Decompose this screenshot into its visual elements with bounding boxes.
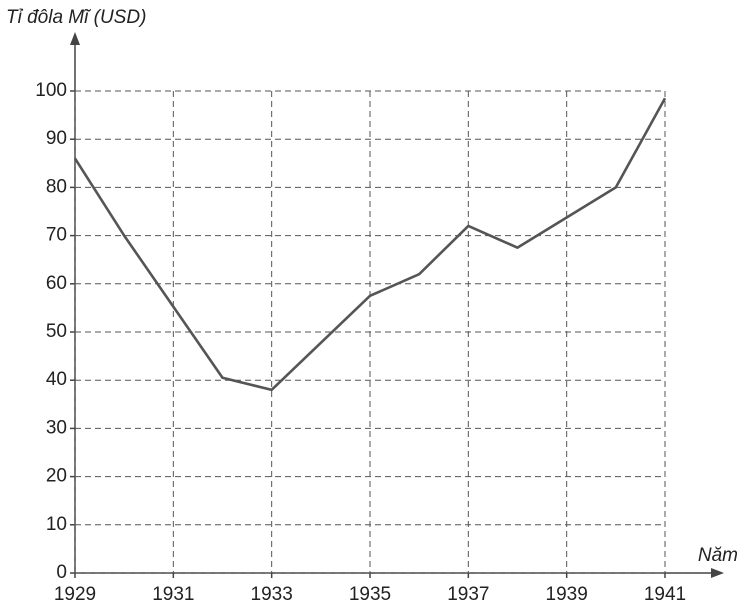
x-axis-arrow bbox=[711, 568, 724, 578]
x-tick-label: 1933 bbox=[251, 584, 293, 605]
x-tick-label: 1939 bbox=[546, 584, 588, 605]
y-tick-label: 80 bbox=[46, 176, 67, 197]
data-line bbox=[73, 97, 667, 392]
y-tick-label: 60 bbox=[46, 273, 67, 294]
y-tick-label: 100 bbox=[35, 80, 67, 101]
x-tick-label: 1929 bbox=[54, 584, 96, 605]
y-tick-label: 70 bbox=[46, 225, 67, 246]
y-tick-label: 40 bbox=[46, 369, 67, 390]
x-tick-label: 1935 bbox=[349, 584, 391, 605]
x-tick-label: 1937 bbox=[447, 584, 489, 605]
x-axis-label: Năm bbox=[698, 545, 738, 566]
y-axis-label: Tỉ đôla Mĩ (USD) bbox=[6, 7, 146, 28]
y-tick-label: 0 bbox=[56, 562, 67, 583]
y-tick-label: 20 bbox=[46, 466, 67, 487]
y-tick-label: 30 bbox=[46, 417, 67, 438]
x-tick-label: 1931 bbox=[152, 584, 194, 605]
y-axis-arrow bbox=[70, 32, 80, 45]
y-tick-label: 10 bbox=[46, 514, 67, 535]
x-tick-label: 1941 bbox=[644, 584, 686, 605]
y-tick-label: 90 bbox=[46, 128, 67, 149]
y-tick-label: 50 bbox=[46, 321, 67, 342]
